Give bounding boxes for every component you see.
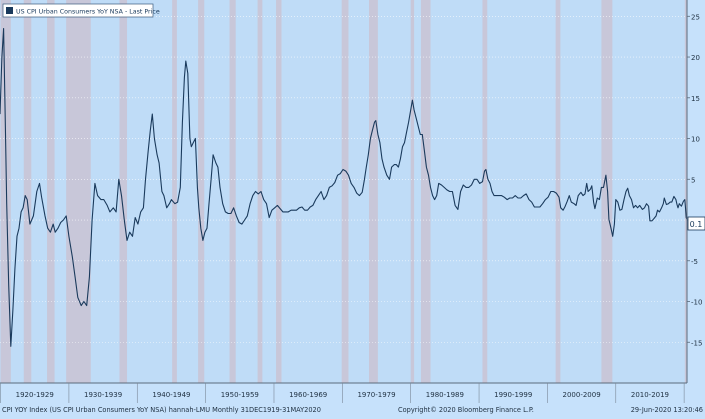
x-tick-label: 2000-2009 [563, 391, 601, 399]
x-tick-label: 1950-1959 [221, 391, 259, 399]
recession-band-2 [47, 0, 55, 383]
recession-band-17 [684, 0, 687, 383]
recession-band-4 [119, 0, 128, 383]
x-axis-ticks: 1920-1929 1930-1939 1940-1949 1950-1959 1960… [0, 383, 685, 403]
y-tick-label: -15 [691, 339, 702, 347]
recession-band-6 [198, 0, 205, 383]
recession-band-3 [66, 0, 91, 383]
x-tick-label: 1940-1949 [152, 391, 190, 399]
recession-band-14 [482, 0, 488, 383]
footer: CPI YOY Index (US CPI Urban Consumers Yo… [2, 406, 703, 414]
recession-bands [0, 0, 687, 383]
last-value-box [687, 216, 705, 231]
recession-band-1 [23, 0, 32, 383]
y-tick-label: 20 [691, 54, 700, 62]
footer-copyright: Copyright© 2020 Bloomberg Finance L.P. [398, 406, 534, 414]
recession-band-16 [601, 0, 613, 383]
recession-band-9 [276, 0, 282, 383]
x-tick-label: 1980-1989 [426, 391, 464, 399]
last-value-marker: 0.1 [687, 216, 705, 231]
legend-label: US CPI Urban Consumers YoY NSA - Last Pr… [16, 9, 160, 16]
x-tick-label: 1960-1969 [289, 391, 327, 399]
footer-timestamp: 29-Jun-2020 13:20:46 [631, 406, 703, 414]
y-tick-label: 5 [691, 176, 695, 184]
recession-band-8 [257, 0, 263, 383]
y-tick-label: 25 [691, 13, 700, 21]
recession-band-15 [555, 0, 561, 383]
recession-band-12 [410, 0, 415, 383]
footer-source: CPI YOY Index (US CPI Urban Consumers Yo… [2, 406, 321, 414]
x-tick-label: 1990-1999 [494, 391, 532, 399]
legend-box [2, 3, 154, 18]
last-value-label: 0.1 [690, 220, 703, 229]
recession-band-10 [341, 0, 349, 383]
recession-band-5 [172, 0, 177, 383]
recession-band-11 [368, 0, 378, 383]
x-tick-label: 1970-1979 [357, 391, 395, 399]
x-tick-label: 1920-1929 [16, 391, 54, 399]
recession-band-7 [229, 0, 236, 383]
recession-band-0 [0, 0, 11, 383]
x-tick-label: 1930-1939 [84, 391, 122, 399]
legend: US CPI Urban Consumers YoY NSA - Last Pr… [2, 3, 160, 18]
series-line-cpi-yoy [0, 27, 688, 347]
y-tick-label: -5 [691, 258, 698, 266]
recession-band-13 [420, 0, 431, 383]
x-tick-label: 2010-2019 [631, 391, 669, 399]
legend-swatch [6, 7, 13, 14]
y-tick-label: 15 [691, 95, 700, 103]
y-tick-label: -10 [691, 299, 702, 307]
y-tick-label: 10 [691, 136, 700, 144]
y-axis-ticks: -15-10-50510152025 [687, 13, 702, 347]
